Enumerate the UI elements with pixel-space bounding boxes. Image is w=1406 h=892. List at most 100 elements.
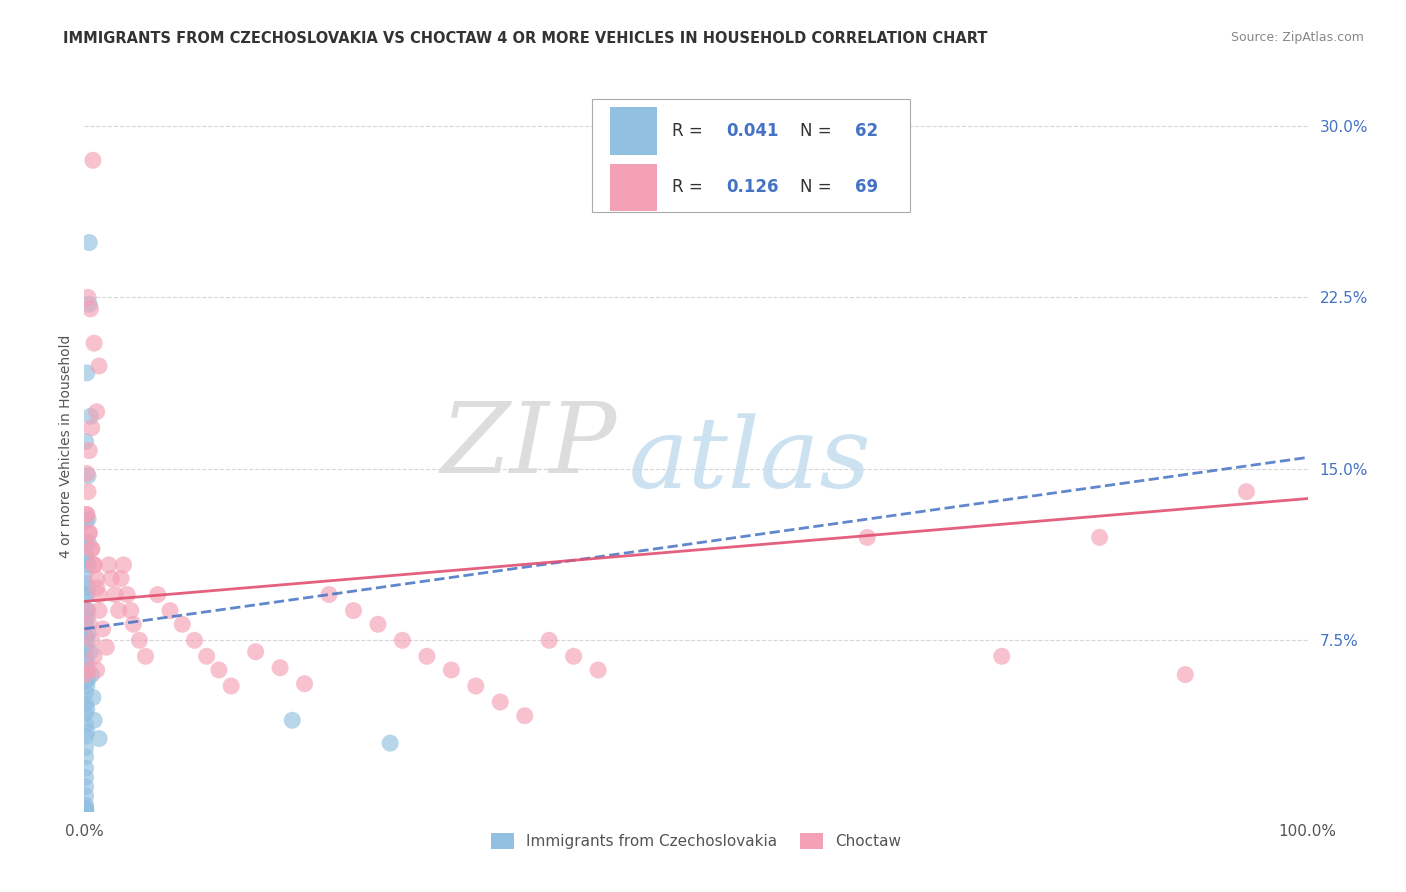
Point (416, 649, 439, 664)
Point (77, 604, 100, 618)
Point (82, 690, 104, 705)
Point (856, 530, 879, 544)
Point (76, 702, 98, 716)
Point (75, 640, 97, 655)
Point (75, 718, 97, 732)
Text: 62: 62 (855, 122, 879, 140)
Point (991, 649, 1014, 664)
Y-axis label: 4 or more Vehicles in Household: 4 or more Vehicles in Household (59, 334, 73, 558)
Point (80, 541, 103, 556)
Point (75, 797, 97, 812)
FancyBboxPatch shape (592, 99, 910, 212)
Point (104, 588, 127, 602)
Point (75, 802, 97, 816)
Text: atlas: atlas (628, 413, 872, 508)
Point (77, 484, 100, 499)
Point (83, 558, 105, 572)
Point (77, 626, 100, 640)
Point (76, 656, 98, 670)
Point (1174, 667, 1197, 681)
Point (513, 708, 536, 723)
Point (75, 629, 97, 643)
Point (294, 676, 316, 690)
Point (75, 771, 97, 785)
Text: N =: N = (800, 122, 837, 140)
Point (318, 588, 340, 602)
Text: 0.041: 0.041 (727, 122, 779, 140)
Point (76, 633, 98, 648)
Point (75, 802, 97, 816)
Point (83, 714, 105, 728)
Point (75, 802, 97, 816)
Point (562, 649, 585, 664)
Point (159, 604, 181, 618)
Point (75, 802, 97, 816)
Point (80, 667, 103, 681)
Point (83, 558, 105, 572)
Point (75, 663, 97, 677)
Point (135, 649, 157, 664)
FancyBboxPatch shape (610, 107, 657, 155)
Point (75, 802, 97, 816)
Point (75, 740, 97, 755)
Point (75, 761, 97, 775)
Point (146, 588, 169, 602)
Point (76, 553, 98, 567)
Point (75, 651, 97, 665)
Point (80, 421, 103, 435)
Point (77, 297, 100, 311)
Point (77, 672, 100, 686)
Point (75, 698, 97, 712)
Point (75, 588, 97, 602)
Point (75, 706, 97, 721)
Point (77, 535, 100, 549)
Point (91, 622, 114, 636)
Point (183, 633, 205, 648)
Point (87, 359, 110, 373)
Point (76, 610, 98, 624)
Point (76, 467, 98, 481)
Point (76, 724, 98, 739)
Point (115, 588, 138, 602)
Point (77, 663, 100, 677)
Point (245, 645, 267, 659)
Point (391, 633, 413, 648)
Point (79, 409, 101, 424)
Point (82, 153, 104, 168)
Point (75, 802, 97, 816)
Point (77, 443, 100, 458)
Point (76, 604, 98, 618)
Point (75, 780, 97, 794)
Point (76, 366, 98, 380)
Point (75, 749, 97, 764)
Text: N =: N = (800, 178, 837, 196)
Point (77, 512, 100, 526)
Point (1236, 484, 1258, 499)
Point (77, 290, 100, 304)
Point (281, 714, 304, 728)
Point (79, 645, 101, 659)
Point (75, 565, 97, 579)
Text: ZIP: ZIP (440, 399, 616, 493)
Point (77, 581, 100, 595)
Point (1088, 530, 1111, 544)
Point (380, 736, 402, 750)
Point (112, 558, 135, 572)
Text: IMMIGRANTS FROM CZECHOSLOVAKIA VS CHOCTAW 4 OR MORE VEHICLES IN HOUSEHOLD CORREL: IMMIGRANTS FROM CZECHOSLOVAKIA VS CHOCTA… (63, 31, 988, 46)
Point (269, 661, 291, 675)
Point (75, 802, 97, 816)
Point (97, 558, 120, 572)
Point (79, 301, 101, 316)
Point (77, 558, 100, 572)
Point (75, 729, 97, 743)
Point (86, 572, 108, 586)
Point (96, 640, 118, 655)
Point (367, 617, 389, 632)
Text: R =: R = (672, 122, 707, 140)
Point (342, 604, 364, 618)
Point (107, 604, 129, 618)
Text: 0.126: 0.126 (727, 178, 779, 196)
Point (128, 633, 150, 648)
Point (586, 663, 609, 677)
Point (75, 617, 97, 632)
